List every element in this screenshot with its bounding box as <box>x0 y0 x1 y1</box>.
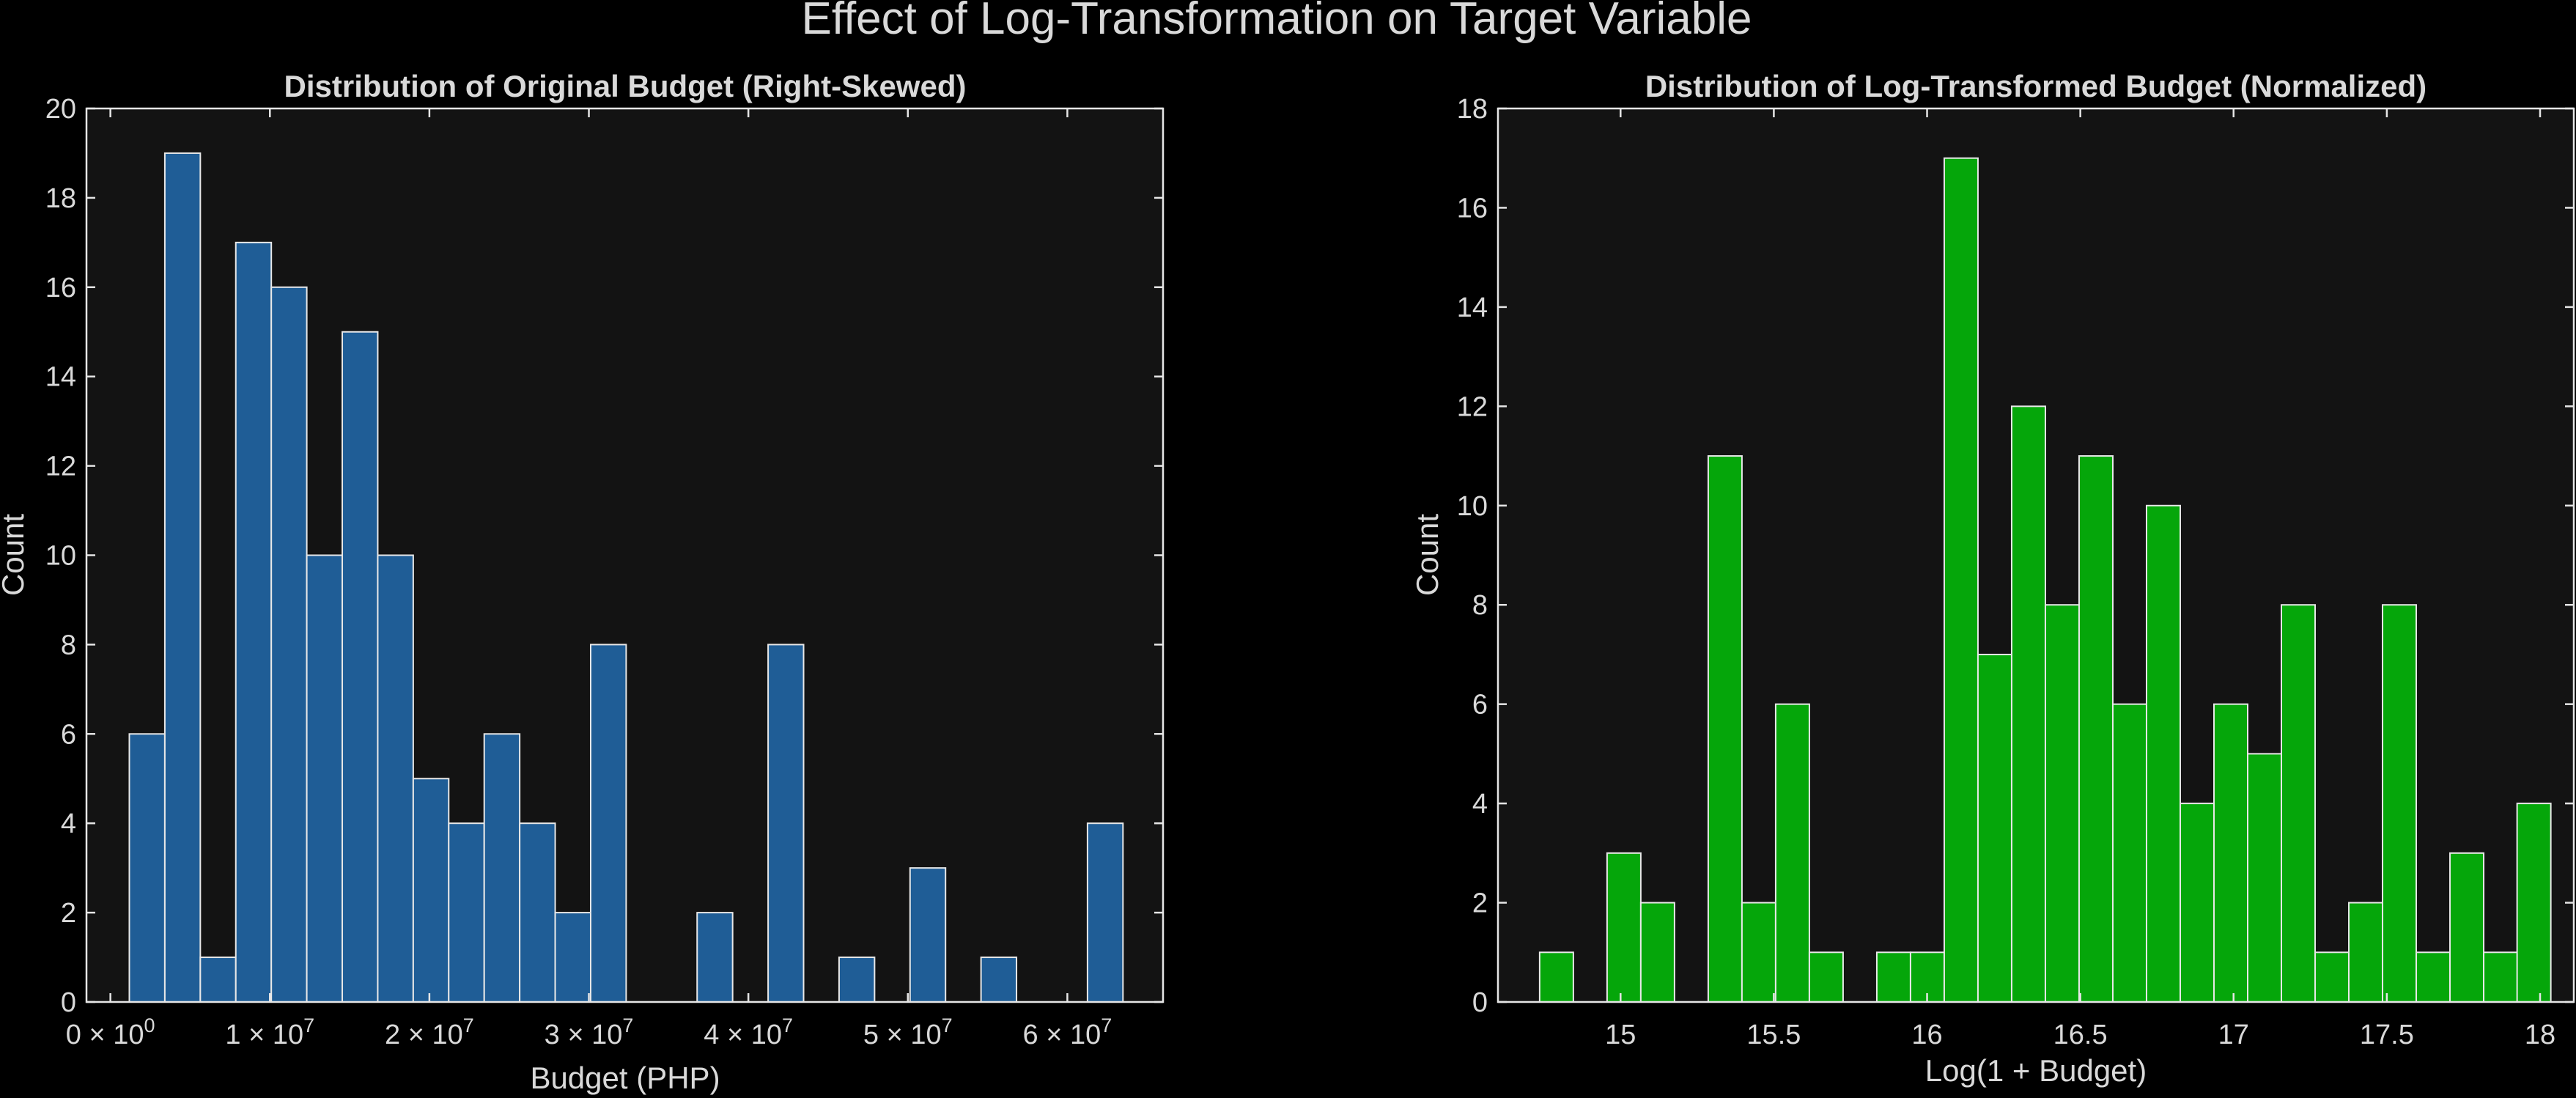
right-y-tick-label: 10 <box>1457 491 1488 522</box>
left-histogram-bar-8 <box>412 778 450 1003</box>
right-histogram-bar-5 <box>1707 455 1743 1003</box>
right-chart-title: Distribution of Log-Transformed Budget (… <box>1645 69 2426 103</box>
left-histogram-bar-4 <box>270 286 308 1003</box>
right-histogram-bar-0 <box>1538 951 1574 1003</box>
right-histogram-bar-27 <box>2449 852 2485 1003</box>
figure-title: Effect of Log-Transformation on Target V… <box>802 0 1752 44</box>
right-histogram-bar-14 <box>2010 405 2046 1003</box>
right-y-axis-label: Count <box>1410 514 1444 596</box>
right-y-tick-label: 8 <box>1472 590 1488 621</box>
right-histogram-bar-26 <box>2416 951 2451 1003</box>
right-x-tick-label: 16.5 <box>2053 1020 2108 1050</box>
left-y-tick-label: 18 <box>45 183 76 214</box>
right-x-tick-label: 17 <box>2218 1020 2249 1050</box>
right-x-tick-label: 18 <box>2525 1020 2555 1050</box>
right-histogram-bar-12 <box>1943 157 1979 1003</box>
left-y-tick-label: 12 <box>45 452 76 482</box>
right-y-tick-label: 2 <box>1472 888 1488 919</box>
left-x-tick-label: 5 × 107 <box>863 1014 953 1050</box>
right-y-tick-label: 0 <box>1472 987 1488 1018</box>
right-histogram-bar-18 <box>2145 504 2181 1003</box>
left-histogram-bar-20 <box>838 957 876 1003</box>
right-axes-frame <box>1496 107 2575 1003</box>
left-histogram-bar-27 <box>1086 822 1124 1003</box>
left-x-axis-label: Budget (PHP) <box>530 1061 720 1095</box>
right-histogram-bar-8 <box>1808 951 1844 1003</box>
left-x-tick-label: 1 × 107 <box>225 1014 314 1050</box>
right-histogram-bar-17 <box>2111 703 2147 1003</box>
left-x-tick-label: 6 × 107 <box>1023 1014 1112 1050</box>
right-y-tick-label: 14 <box>1457 292 1488 323</box>
right-x-tick-label: 15.5 <box>1746 1020 1801 1050</box>
right-histogram-bar-20 <box>2213 703 2248 1003</box>
right-histogram-bar-15 <box>2044 604 2080 1003</box>
left-y-tick-label: 2 <box>61 898 76 929</box>
left-x-tick-label: 0 × 100 <box>66 1014 155 1050</box>
left-y-tick-label: 8 <box>61 630 76 660</box>
right-histogram-bar-21 <box>2246 753 2283 1003</box>
left-histogram-bar-0 <box>128 733 166 1003</box>
right-histogram-bar-19 <box>2179 803 2215 1003</box>
right-histogram-bar-24 <box>2348 902 2384 1003</box>
right-y-tick-label: 12 <box>1457 391 1488 422</box>
left-histogram-bar-22 <box>909 867 947 1003</box>
left-histogram-bar-6 <box>342 331 379 1003</box>
left-y-tick-label: 14 <box>45 362 76 393</box>
left-histogram-bar-24 <box>980 957 1018 1003</box>
right-histogram-bar-22 <box>2281 604 2317 1003</box>
left-y-axis-label: Count <box>0 514 30 596</box>
left-y-tick-label: 20 <box>45 94 76 125</box>
right-y-tick-label: 18 <box>1457 94 1488 125</box>
left-histogram-bar-16 <box>696 912 734 1003</box>
left-histogram-bar-2 <box>199 957 237 1003</box>
left-histogram-bar-13 <box>589 644 627 1003</box>
right-histogram-bar-6 <box>1741 902 1776 1003</box>
left-histogram-bar-3 <box>235 241 273 1003</box>
left-y-tick-label: 16 <box>45 273 76 303</box>
left-histogram-axes: Distribution of Original Budget (Right-S… <box>0 69 1165 1095</box>
right-histogram-bar-23 <box>2314 951 2350 1003</box>
right-histogram-bar-29 <box>2516 803 2552 1003</box>
left-histogram-bar-5 <box>306 554 344 1003</box>
left-histogram-bar-18 <box>767 644 805 1003</box>
left-x-tick-label: 4 × 107 <box>704 1014 793 1050</box>
right-y-tick-label: 6 <box>1472 690 1488 721</box>
right-histogram-bar-28 <box>2483 951 2519 1003</box>
right-x-tick-label: 15 <box>1605 1020 1636 1050</box>
right-histogram-axes: Distribution of Log-Transformed Budget (… <box>1410 69 2575 1088</box>
left-chart-title: Distribution of Original Budget (Right-S… <box>284 69 967 103</box>
right-histogram-bar-16 <box>2078 455 2114 1003</box>
left-histogram-bar-9 <box>448 822 485 1003</box>
left-histogram-bar-11 <box>519 822 556 1003</box>
right-histogram-bar-25 <box>2382 604 2418 1003</box>
right-y-tick-label: 16 <box>1457 193 1488 224</box>
right-histogram-bar-7 <box>1774 703 1810 1003</box>
left-x-tick-label: 2 × 107 <box>385 1014 474 1050</box>
left-y-tick-label: 0 <box>61 987 76 1018</box>
left-y-tick-label: 4 <box>61 808 76 839</box>
right-x-axis-label: Log(1 + Budget) <box>1925 1053 2147 1088</box>
right-y-tick-label: 4 <box>1472 789 1488 819</box>
right-histogram-bar-2 <box>1606 852 1642 1003</box>
left-histogram-bar-7 <box>377 554 414 1003</box>
left-y-tick-label: 10 <box>45 541 76 572</box>
right-x-tick-label: 17.5 <box>2360 1020 2414 1050</box>
left-histogram-bar-10 <box>483 733 521 1003</box>
left-y-tick-label: 6 <box>61 719 76 750</box>
right-x-tick-label: 16 <box>1911 1020 1942 1050</box>
right-histogram-bar-3 <box>1639 902 1675 1003</box>
left-histogram-bar-12 <box>554 912 591 1003</box>
right-histogram-bar-10 <box>1875 951 1911 1003</box>
left-histogram-bar-1 <box>163 152 202 1003</box>
left-x-tick-label: 3 × 107 <box>545 1014 634 1050</box>
right-histogram-bar-13 <box>1977 653 2012 1003</box>
